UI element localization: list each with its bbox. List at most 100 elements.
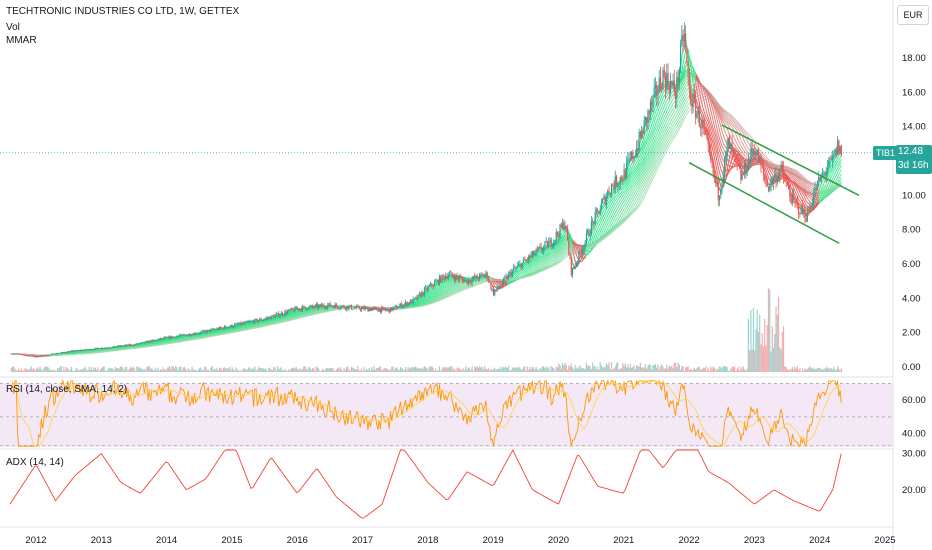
mmar-line bbox=[662, 103, 666, 110]
mmar-line bbox=[838, 165, 842, 171]
mmar-line bbox=[662, 118, 666, 125]
mmar-line bbox=[607, 218, 611, 225]
mmar-line bbox=[652, 105, 656, 116]
mmar-line bbox=[712, 128, 717, 137]
mmar-line bbox=[680, 76, 684, 82]
mmar-line bbox=[589, 236, 594, 244]
mmar-line bbox=[604, 219, 609, 226]
mmar-line bbox=[642, 142, 646, 149]
mmar-line bbox=[607, 206, 611, 212]
mmar-line bbox=[632, 178, 636, 184]
mmar-line bbox=[642, 160, 646, 167]
mmar-line bbox=[644, 171, 649, 177]
mmar-line bbox=[436, 288, 440, 292]
mmar-line bbox=[542, 264, 546, 268]
mmar-line bbox=[429, 294, 433, 298]
mmar-line bbox=[624, 205, 629, 211]
mmar-line bbox=[313, 309, 317, 312]
mmar-line bbox=[722, 116, 727, 121]
mmar-line bbox=[647, 163, 651, 169]
mmar-line bbox=[803, 189, 807, 193]
mmar-line bbox=[431, 298, 435, 301]
mmar-line bbox=[805, 200, 810, 205]
mmar-line bbox=[662, 135, 666, 141]
mmar-line bbox=[612, 221, 616, 227]
mmar-line bbox=[657, 138, 661, 145]
mmar-line bbox=[584, 252, 589, 259]
mmar-line bbox=[306, 311, 309, 314]
mmar-line bbox=[451, 280, 455, 283]
mmar-line bbox=[537, 265, 541, 269]
mmar-line bbox=[441, 291, 445, 295]
mmar-line bbox=[459, 284, 463, 287]
mmar-line bbox=[459, 279, 463, 282]
mmar-line bbox=[670, 121, 674, 127]
mmar-line bbox=[670, 94, 674, 100]
mmar-line bbox=[730, 161, 734, 165]
mmar-line bbox=[652, 145, 656, 152]
mmar-line bbox=[291, 312, 294, 315]
mmar-line bbox=[612, 190, 616, 196]
mmar-line bbox=[542, 266, 546, 270]
mmar-line bbox=[554, 252, 558, 256]
mmar-line bbox=[622, 179, 626, 184]
mmar-line bbox=[544, 257, 548, 261]
mmar-line bbox=[622, 186, 626, 191]
mmar-line bbox=[652, 155, 656, 162]
mmar-line bbox=[451, 287, 455, 290]
mmar-line bbox=[577, 247, 581, 250]
mmar-line bbox=[539, 259, 543, 263]
mmar-line bbox=[604, 214, 609, 222]
mmar-line bbox=[828, 176, 832, 183]
mmar-line bbox=[532, 259, 536, 263]
mmar-line bbox=[441, 282, 445, 285]
mmar-line bbox=[293, 313, 297, 316]
mmar-line bbox=[431, 295, 435, 298]
mmar-line bbox=[660, 140, 664, 146]
mmar-line bbox=[288, 312, 292, 315]
mmar-line bbox=[557, 246, 561, 250]
mmar-line bbox=[725, 172, 729, 177]
mmar-line bbox=[655, 131, 659, 139]
mmar-line bbox=[649, 131, 654, 138]
mmar-line bbox=[539, 253, 543, 257]
mmar-line bbox=[434, 287, 438, 291]
mmar-line bbox=[622, 214, 626, 220]
mmar-line bbox=[622, 189, 626, 194]
mmar-line bbox=[434, 289, 438, 293]
mmar-line bbox=[494, 280, 498, 284]
mmar-line bbox=[737, 145, 742, 151]
mmar-line bbox=[421, 299, 425, 303]
mmar-line bbox=[680, 93, 684, 100]
mmar-line bbox=[790, 179, 794, 183]
mmar-line bbox=[436, 297, 440, 300]
mmar-line bbox=[717, 112, 722, 120]
mmar-line bbox=[542, 254, 546, 258]
mmar-line bbox=[303, 311, 307, 313]
mmar-line bbox=[793, 187, 797, 194]
mmar-line bbox=[303, 310, 307, 313]
mmar-line bbox=[657, 93, 661, 102]
mmar-line bbox=[617, 203, 621, 209]
mmar-line bbox=[301, 312, 304, 314]
mmar-line bbox=[499, 287, 503, 289]
mmar-line bbox=[544, 262, 548, 266]
mmar-line bbox=[823, 183, 827, 190]
mmar-line bbox=[712, 133, 717, 143]
mmar-line bbox=[429, 288, 433, 292]
mmar-line bbox=[542, 257, 546, 261]
mmar-line bbox=[657, 110, 661, 118]
mmar-line bbox=[634, 190, 639, 196]
mmar-line bbox=[682, 92, 687, 99]
mmar-line bbox=[838, 155, 842, 160]
mmar-line bbox=[793, 182, 797, 185]
mmar-line bbox=[690, 69, 694, 73]
mmar-line bbox=[740, 165, 744, 168]
mmar-line bbox=[629, 171, 634, 177]
mmar-line bbox=[798, 185, 802, 189]
mmar-line bbox=[831, 190, 835, 193]
mmar-line bbox=[524, 269, 528, 273]
mmar-line bbox=[552, 251, 556, 255]
mmar-line bbox=[813, 205, 817, 208]
mmar-line bbox=[599, 217, 604, 224]
